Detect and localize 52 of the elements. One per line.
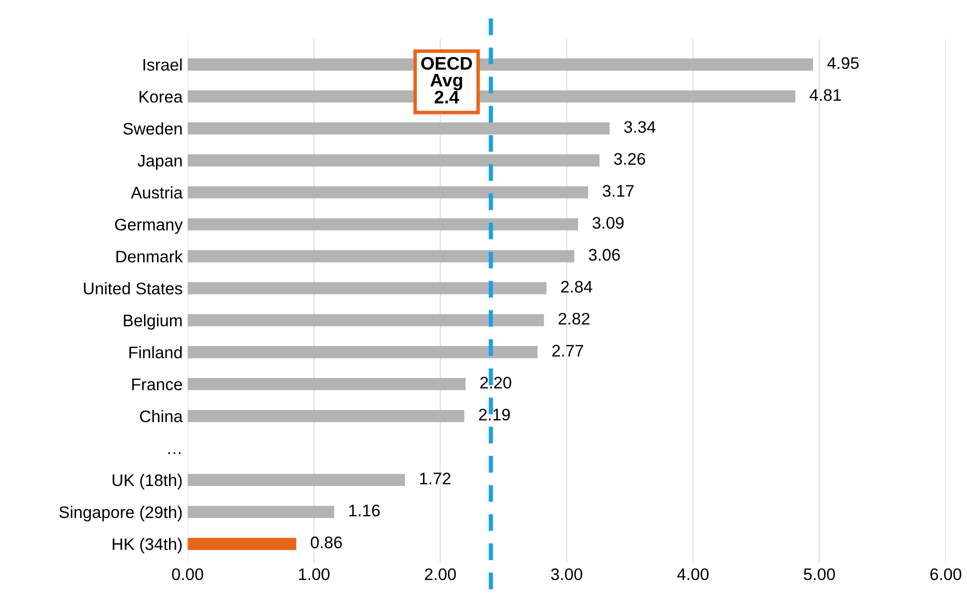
bar [188, 314, 544, 326]
x-tick-label: 1.00 [299, 568, 330, 580]
x-tick-label: 4.00 [677, 568, 709, 580]
data-label: 3.26 [614, 153, 646, 165]
bar [188, 410, 464, 422]
bar [188, 506, 334, 518]
data-label: 3.34 [624, 121, 656, 133]
bar [188, 154, 600, 166]
y-tick-label: Sweden [123, 122, 182, 135]
bar [188, 474, 405, 486]
data-label: 1.72 [420, 472, 450, 484]
data-label: 4.95 [827, 57, 859, 69]
x-tick-label: 2.00 [424, 568, 456, 580]
bar [188, 346, 538, 358]
y-tick-label: Singapore (29th) [59, 506, 182, 522]
y-tick-label: Denmark [116, 250, 183, 262]
bar [188, 218, 578, 230]
y-tick-label: HK (34th) [112, 538, 182, 554]
data-label: 2.84 [561, 280, 592, 293]
y-tick-label: UK (18th) [112, 474, 182, 490]
y-tick-label: Austria [130, 186, 183, 199]
data-label: 2.77 [552, 344, 584, 356]
data-label: 2.20 [480, 376, 512, 389]
data-label: 2.19 [479, 408, 510, 421]
ref-line-label: OECD Avg 2.4 [421, 56, 472, 104]
y-tick-label: Germany [115, 218, 183, 234]
bar [188, 538, 296, 550]
data-label: 1.16 [349, 504, 380, 516]
bar [188, 282, 546, 294]
bar [188, 122, 610, 134]
y-tick-label: Korea [140, 91, 183, 103]
y-tick-label: China [140, 410, 183, 422]
x-tick-label: 6.00 [930, 568, 962, 580]
y-tick-label: … [168, 452, 180, 454]
data-label: 3.09 [592, 216, 624, 229]
y-tick-label: France [132, 378, 182, 390]
data-label: 2.82 [558, 312, 590, 325]
bar [188, 378, 466, 390]
x-tick-label: 5.00 [804, 568, 835, 580]
x-tick-label: 3.00 [551, 568, 582, 580]
bar [188, 186, 588, 198]
bar [188, 250, 574, 262]
y-tick-label: Finland [129, 346, 182, 358]
y-tick-label: Belgium [124, 314, 182, 330]
data-label: 3.06 [588, 248, 620, 261]
data-label: 4.81 [810, 89, 841, 101]
data-label: 3.17 [602, 185, 634, 197]
y-tick-label: United States [84, 282, 182, 294]
y-tick-label: Israel [144, 58, 182, 71]
y-tick-label: Japan [138, 154, 182, 170]
x-tick-label: 0.00 [172, 568, 204, 580]
data-label: 0.86 [310, 536, 342, 548]
